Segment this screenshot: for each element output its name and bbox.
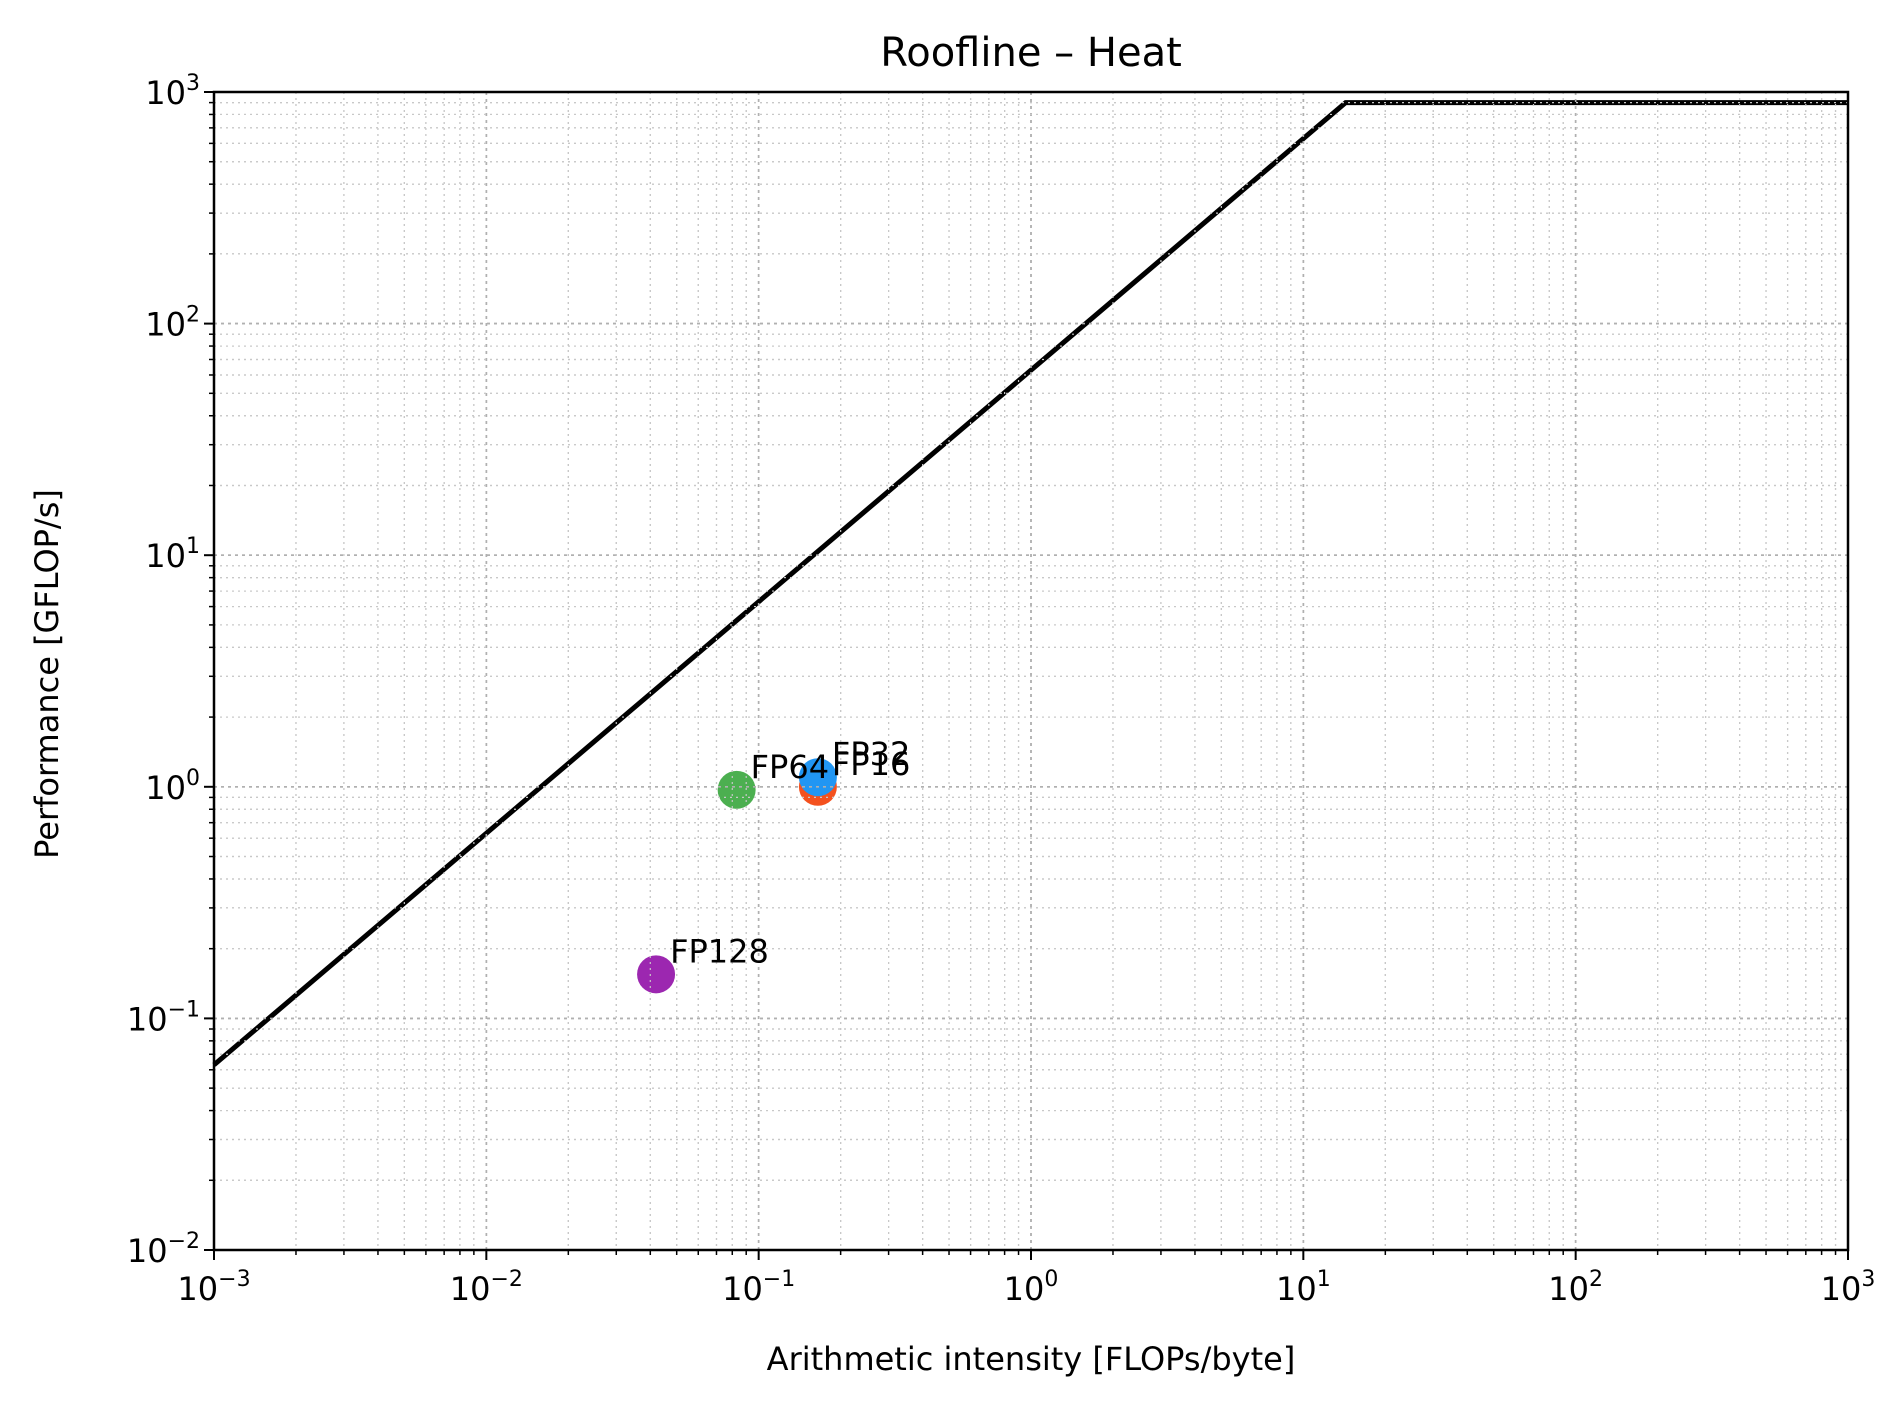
x-tick-label: 101 xyxy=(1276,1267,1331,1308)
roofline xyxy=(212,100,1848,1067)
plot-frame xyxy=(212,90,1850,1252)
data-point-fp64 xyxy=(717,770,756,809)
y-tick-label: 102 xyxy=(145,303,200,344)
point-label-fp16: FP16 xyxy=(832,745,910,783)
axis-ticks: 10−3 10−2 10−1 100 101 102 10310−210−110010110… xyxy=(127,71,1876,1308)
grid-overlay xyxy=(213,91,1849,1251)
roofline-layer xyxy=(212,100,1848,1067)
x-tick-label: 100 xyxy=(1004,1267,1059,1308)
y-axis-label: Performance [GFLOP/s] xyxy=(28,489,66,859)
major-grid xyxy=(213,91,1849,1251)
minor-grid xyxy=(214,92,1848,1250)
data-point-fp128 xyxy=(637,955,676,994)
point-label-fp64: FP64 xyxy=(751,748,829,786)
y-tick-label: 10−2 xyxy=(127,1229,200,1270)
y-tick-label: 10−1 xyxy=(127,997,200,1038)
point-label-fp32: FP32 xyxy=(832,735,910,773)
x-tick-label: 103 xyxy=(1821,1267,1876,1308)
y-tick-label: 100 xyxy=(145,766,200,807)
x-tick-label: 10−1 xyxy=(722,1267,795,1308)
x-tick-label: 102 xyxy=(1548,1267,1603,1308)
data-point-fp32 xyxy=(798,758,837,797)
y-tick-label: 103 xyxy=(145,71,200,112)
point-label-fp128: FP128 xyxy=(670,932,769,970)
y-tick-label: 101 xyxy=(145,534,200,575)
x-tick-label: 10−3 xyxy=(177,1267,250,1308)
x-tick-label: 10−2 xyxy=(450,1267,523,1308)
chart-title: Roofline – Heat xyxy=(880,30,1182,76)
x-axis-label: Arithmetic intensity [FLOPs/byte] xyxy=(767,1340,1296,1378)
